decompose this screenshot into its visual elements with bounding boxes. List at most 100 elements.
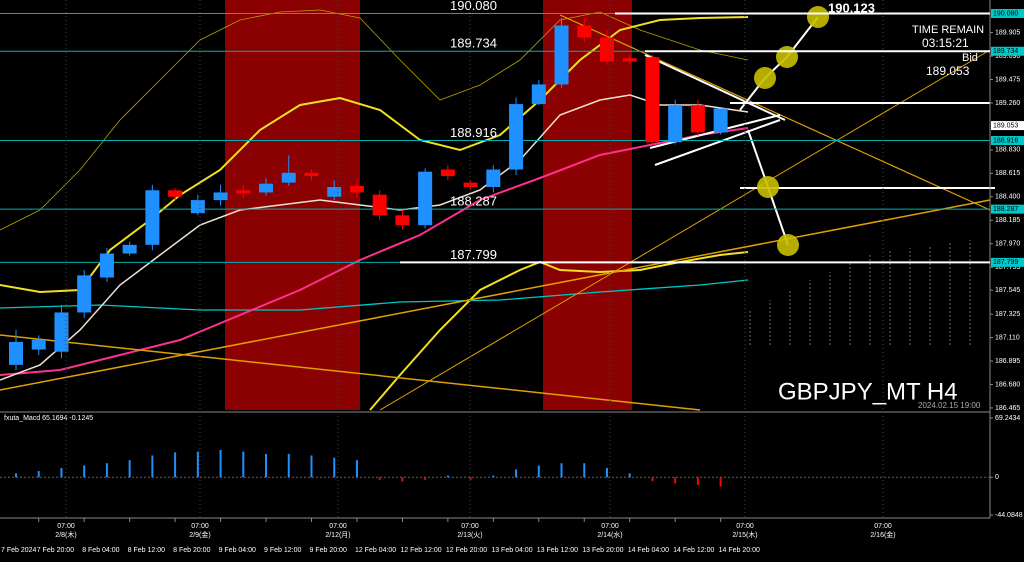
time-remain: 03:15:21 [922,36,969,50]
time-remain-title: TIME REMAIN [912,24,984,36]
candle-body [440,169,455,177]
target-label: 190.123 [828,0,875,15]
candle-body [31,339,46,350]
macd-bar [105,463,108,478]
candle-body [554,25,569,85]
macd-bar [628,473,631,478]
day-time: 07:00 [601,523,619,530]
y-tick-label: 189.260 [995,100,1020,107]
day-time: 07:00 [874,523,892,530]
y-tick-label: 187.970 [995,241,1020,248]
macd-bar [355,460,358,478]
axis-box [991,136,1024,146]
x-tick-label: 12 Feb 20:00 [446,547,487,554]
x-tick-label: 12 Feb 04:00 [355,547,396,554]
candle-body [622,58,637,62]
axis-box-label: 187.799 [993,259,1018,266]
level-label: 188.916 [450,125,497,140]
macd-bar [265,453,268,478]
y-tick-label: 188.185 [995,217,1020,224]
y-tick-label: 189.905 [995,29,1020,36]
macd-bar [310,455,313,478]
day-time: 07:00 [191,523,209,530]
day-label: 2/9(金) [189,530,210,539]
x-tick-label: 13 Feb 20:00 [582,547,623,554]
macd-bar [219,449,222,478]
macd-bar [560,463,563,478]
day-time: 07:00 [736,523,754,530]
level-label: 190.080 [450,0,497,13]
macd-bar [83,465,86,478]
time-label: 2024.02.15 19:00 [918,401,981,410]
x-tick-label: 14 Feb 12:00 [673,547,714,554]
bid-box [991,121,1024,131]
candle-body [9,341,23,365]
day-label: 2/16(金) [870,530,895,539]
macd-bar [60,467,63,478]
candle-body [77,275,92,313]
candle-body [599,37,614,62]
x-tick-label: 14 Feb 20:00 [719,547,760,554]
x-tick-label: 14 Feb 04:00 [628,547,669,554]
bid-box-label: 189.053 [993,122,1018,129]
y-tick-label: 188.400 [995,194,1020,201]
candle-body [99,253,114,278]
macd-bar [37,471,40,478]
axis-start-label: 7 Feb 2024 [1,547,37,554]
x-tick-label: 13 Feb 12:00 [537,547,578,554]
axis-box-label: 189.734 [993,48,1018,55]
macd-bar [333,457,336,478]
macd-bar [674,477,677,484]
candle-body [281,172,296,183]
day-label: 2/13(火) [457,531,482,539]
x-tick-label: 9 Feb 20:00 [309,547,346,554]
macd-bar [537,465,540,478]
bid-value: 189.053 [926,64,970,78]
candle-body [236,190,251,194]
y-tick-label: 188.615 [995,170,1020,177]
y-tick-label: 187.325 [995,311,1020,318]
macd-bar [719,477,722,487]
macd-bar [128,460,131,478]
day-time: 07:00 [461,523,479,530]
candle-body [213,192,228,201]
candle-body [509,104,524,170]
candle-body [395,215,410,226]
x-tick-label: 8 Feb 20:00 [173,547,210,554]
candle-body [577,25,592,38]
axis-box [991,204,1024,214]
day-label: 2/12(月) [325,531,350,539]
x-tick-label: 9 Feb 12:00 [264,547,301,554]
arrows [739,6,829,256]
x-tick-label: 8 Feb 12:00 [128,547,165,554]
day-time: 07:00 [329,523,347,530]
x-tick-label: 7 Feb 20:00 [37,547,74,554]
macd-bar [492,475,495,478]
x-tick-label: 13 Feb 04:00 [491,547,532,554]
y-tick-label: 186.895 [995,358,1020,365]
y-tick-label: 187.755 [995,264,1020,271]
day-shade [225,0,360,410]
macd-bar [446,475,449,478]
macd-bar [651,477,654,482]
x-tick-label: 8 Feb 04:00 [82,547,119,554]
candle-body [327,186,342,197]
axis-box [991,46,1024,56]
macd-bar [424,477,427,480]
macd-bar [515,469,518,478]
x-tick-label: 12 Feb 12:00 [400,547,441,554]
y-tick-label: 189.690 [995,53,1020,60]
macd-tick-label: -44.0848 [995,512,1023,519]
macd-bar [151,455,154,478]
candle-body [349,185,364,193]
macd-bar [583,463,586,478]
day-label: 2/8(木) [55,530,76,539]
macd-bar [378,477,381,480]
macd-bar [696,477,699,486]
y-tick-label: 186.465 [995,405,1020,412]
macd-bar [174,452,177,478]
axis-box-label: 188.916 [993,137,1018,144]
candle-body [690,105,705,133]
